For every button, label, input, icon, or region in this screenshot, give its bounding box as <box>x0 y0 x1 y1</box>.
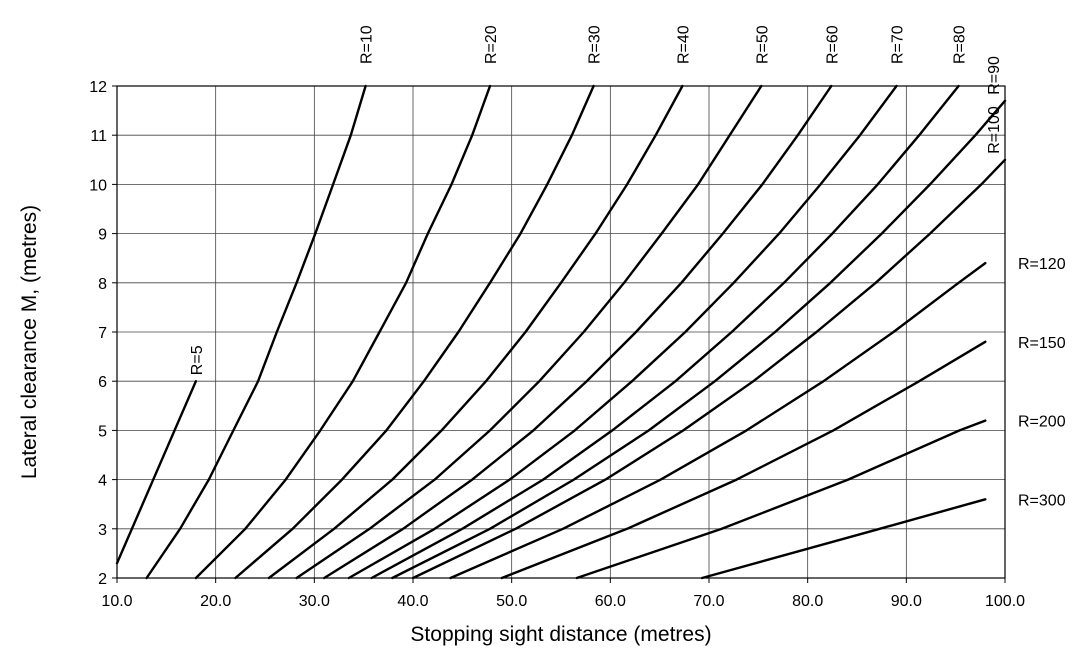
series-label: R=60 <box>824 25 841 64</box>
series-label: R=200 <box>1018 414 1066 431</box>
series-line <box>323 84 833 580</box>
y-tick-label: 2 <box>98 571 107 588</box>
x-axis-title: Stopping sight distance (metres) <box>410 623 711 646</box>
series-line <box>194 84 492 580</box>
series-line <box>234 84 595 580</box>
y-tick-label: 12 <box>89 79 107 96</box>
series-line <box>449 261 987 580</box>
y-tick-label: 11 <box>90 128 107 145</box>
series-line <box>700 498 987 580</box>
x-tick-label: 30.0 <box>299 593 330 610</box>
series-label: R=50 <box>754 25 771 64</box>
x-tick-label: 20.0 <box>200 593 231 610</box>
series-label: R=20 <box>483 25 500 64</box>
y-tick-label: 4 <box>98 473 107 490</box>
x-tick-label: 70.0 <box>693 593 724 610</box>
series-line <box>500 340 987 580</box>
y-tick-label: 9 <box>98 227 107 244</box>
x-tick-label: 60.0 <box>595 593 626 610</box>
y-tick-label: 6 <box>98 374 107 391</box>
series-label: R=80 <box>952 25 969 64</box>
x-tick-label: 90.0 <box>891 593 922 610</box>
series-line <box>391 99 1007 580</box>
series-label: R=30 <box>587 25 604 64</box>
series-label: R=10 <box>359 25 376 64</box>
y-tick-label: 8 <box>98 276 107 293</box>
series-label: R=70 <box>889 25 906 64</box>
y-axis-title: Lateral clearance M, (metres) <box>18 205 41 479</box>
series-label: R=150 <box>1018 335 1066 352</box>
y-tick-label: 10 <box>89 177 107 194</box>
series-line <box>411 158 1007 580</box>
series-label: R=120 <box>1018 256 1066 273</box>
series-line <box>145 84 367 580</box>
series-label: R=100 <box>986 106 1003 154</box>
y-tick-label: 5 <box>98 423 107 440</box>
series-line <box>575 419 987 580</box>
y-tick-label: 7 <box>98 325 107 342</box>
x-tick-label: 100.0 <box>985 593 1025 610</box>
series-label: R=300 <box>1018 492 1066 509</box>
plot-frame <box>116 85 1006 579</box>
series-line <box>295 84 763 580</box>
series-line <box>267 84 684 580</box>
x-tick-label: 10.0 <box>101 593 132 610</box>
y-tick-label: 3 <box>98 522 107 539</box>
series-label: R=40 <box>675 25 692 64</box>
series-label: R=90 <box>986 56 1003 95</box>
series-line <box>115 380 198 565</box>
x-tick-label: 40.0 <box>397 593 428 610</box>
series-label: R=5 <box>189 345 206 375</box>
x-tick-label: 80.0 <box>792 593 823 610</box>
series-line <box>347 84 898 580</box>
series-line <box>370 84 960 580</box>
x-tick-label: 50.0 <box>496 593 527 610</box>
